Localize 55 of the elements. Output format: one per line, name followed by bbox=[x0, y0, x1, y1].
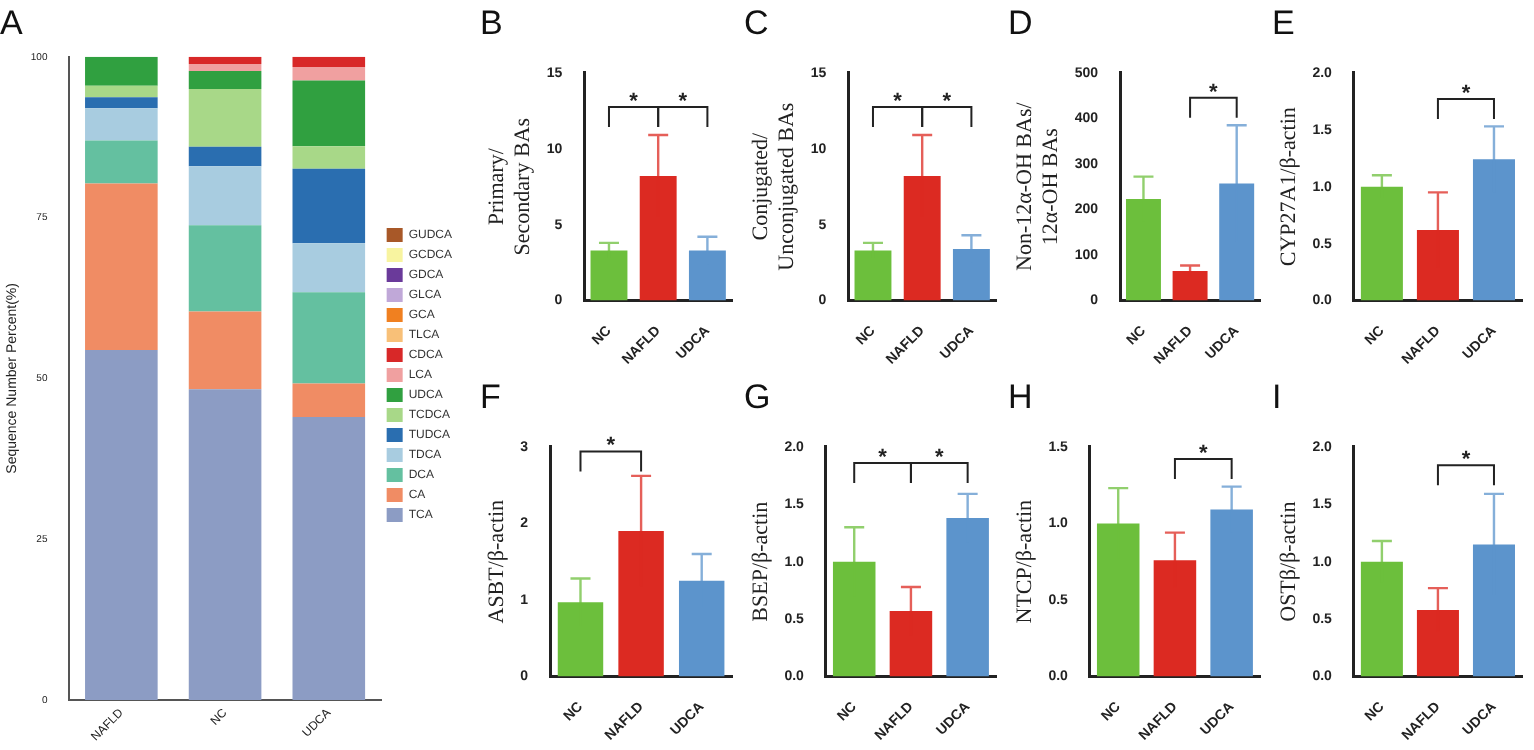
chart-title: A bbox=[0, 3, 24, 42]
bar bbox=[292, 146, 366, 169]
bar bbox=[188, 70, 262, 89]
bar bbox=[85, 56, 158, 86]
bar bbox=[188, 389, 262, 700]
bar bbox=[85, 97, 158, 109]
bar bbox=[188, 311, 262, 390]
annotation: * bbox=[942, 90, 953, 115]
y-axis-title: BSEP/β-actin bbox=[748, 500, 773, 622]
chart-title: H bbox=[1008, 377, 1033, 416]
y-axis-title: Non-12α-OH BAs/ 12α-OH BAs bbox=[1012, 100, 1064, 271]
chart-title: B bbox=[480, 3, 503, 42]
bar bbox=[292, 243, 366, 293]
y-axis-title: ASBT/β-actin bbox=[484, 498, 509, 624]
annotation: * bbox=[1199, 442, 1210, 467]
bar bbox=[1172, 270, 1208, 301]
annotation: * bbox=[878, 445, 889, 470]
bar bbox=[85, 108, 158, 141]
bar bbox=[85, 350, 158, 700]
bar bbox=[188, 63, 262, 71]
bar bbox=[292, 383, 366, 417]
bar bbox=[292, 292, 366, 384]
y-axis-title: Conjugated/ Unconjugated BAs bbox=[748, 102, 800, 271]
annotation: * bbox=[1461, 448, 1472, 473]
bar bbox=[85, 183, 158, 351]
annotation: * bbox=[606, 434, 617, 459]
bar bbox=[85, 85, 158, 98]
bar bbox=[188, 166, 262, 226]
annotation: * bbox=[1209, 80, 1220, 105]
bar bbox=[188, 56, 262, 64]
annotation: * bbox=[1461, 82, 1472, 107]
annotation: * bbox=[893, 90, 904, 115]
annotation: * bbox=[629, 90, 640, 115]
y-axis-title: NTCP/β-actin bbox=[1012, 498, 1037, 624]
chart-title: I bbox=[1272, 377, 1282, 416]
bar bbox=[292, 168, 366, 244]
annotation: * bbox=[678, 90, 689, 115]
bar bbox=[854, 250, 892, 301]
y-axis-title: OSTβ/β-actin bbox=[1276, 500, 1301, 622]
chart-title: F bbox=[480, 377, 501, 416]
bar bbox=[292, 56, 366, 68]
y-axis-title: Primary/ Secondary BAs bbox=[484, 117, 536, 256]
bar bbox=[292, 416, 366, 700]
chart-title: C bbox=[744, 3, 769, 42]
chart-title: D bbox=[1008, 3, 1033, 42]
bar bbox=[188, 225, 262, 312]
bar bbox=[292, 80, 366, 147]
bar bbox=[292, 67, 366, 81]
bar bbox=[188, 146, 262, 167]
chart-title: E bbox=[1272, 3, 1295, 42]
chart-title: G bbox=[744, 377, 771, 416]
bar bbox=[85, 140, 158, 184]
annotation: * bbox=[935, 445, 946, 470]
bar bbox=[188, 88, 262, 147]
y-axis-title: CYP27A1/β-actin bbox=[1276, 106, 1301, 267]
